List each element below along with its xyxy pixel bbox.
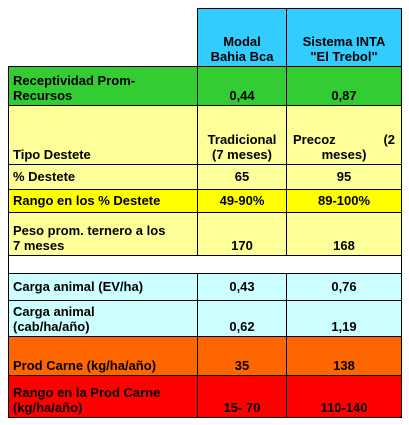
row-receptividad-label: Receptividad Prom- Recursos (8, 66, 198, 106)
row-peso-ternero-modal: 170 (197, 212, 287, 256)
row-tipo-destete-label: Tipo Destete (8, 105, 198, 165)
row-pct-destete-modal: 65 (197, 164, 287, 190)
row-tipo-destete-modal: Tradicional (7 meses) (197, 105, 287, 165)
row-receptividad-modal: 0,44 (197, 66, 287, 106)
row-prod-carne-label: Prod Carne (kg/ha/año) (8, 336, 198, 376)
row-carga-cab-inta: 1,19 (286, 300, 402, 337)
row-rango-carne-modal: 15- 70 (197, 375, 287, 418)
row-carga-ev-modal: 0,43 (197, 273, 287, 301)
row-carga-cab-modal: 0,62 (197, 300, 287, 337)
header-modal-bahia-bca: Modal Bahia Bca (197, 8, 287, 67)
header-modal-label: Modal Bahia Bca (210, 34, 274, 64)
row-tipo-destete-inta: Precoz (2 meses) (286, 105, 402, 165)
row-prod-carne-modal: 35 (197, 336, 287, 376)
row-rango-carne-inta: 110-140 (286, 375, 402, 418)
row-rango-destete-label: Rango en los % Destete (8, 189, 198, 213)
row-prod-carne-inta: 138 (286, 336, 402, 376)
header-sistema-label: Sistema INTA "El Trebol" (302, 34, 386, 64)
row-pct-destete-label: % Destete (8, 164, 198, 190)
row-rango-destete-modal: 49-90% (197, 189, 287, 213)
row-peso-ternero-inta: 168 (286, 212, 402, 256)
row-rango-carne-label: Rango en la Prod Carne (kg/ha/año) (8, 375, 198, 418)
row-carga-cab-label: Carga animal (cab/ha/año) (8, 300, 198, 337)
row-peso-ternero-label: Peso prom. ternero a los 7 meses (8, 212, 198, 256)
separator-row (8, 255, 402, 274)
row-rango-destete-inta: 89-100% (286, 189, 402, 213)
header-empty-cell (8, 8, 198, 67)
row-carga-ev-inta: 0,76 (286, 273, 402, 301)
row-receptividad-inta: 0,87 (286, 66, 402, 106)
row-carga-ev-label: Carga animal (EV/ha) (8, 273, 198, 301)
header-sistema-inta: Sistema INTA "El Trebol" (286, 8, 402, 67)
row-pct-destete-inta: 95 (286, 164, 402, 190)
